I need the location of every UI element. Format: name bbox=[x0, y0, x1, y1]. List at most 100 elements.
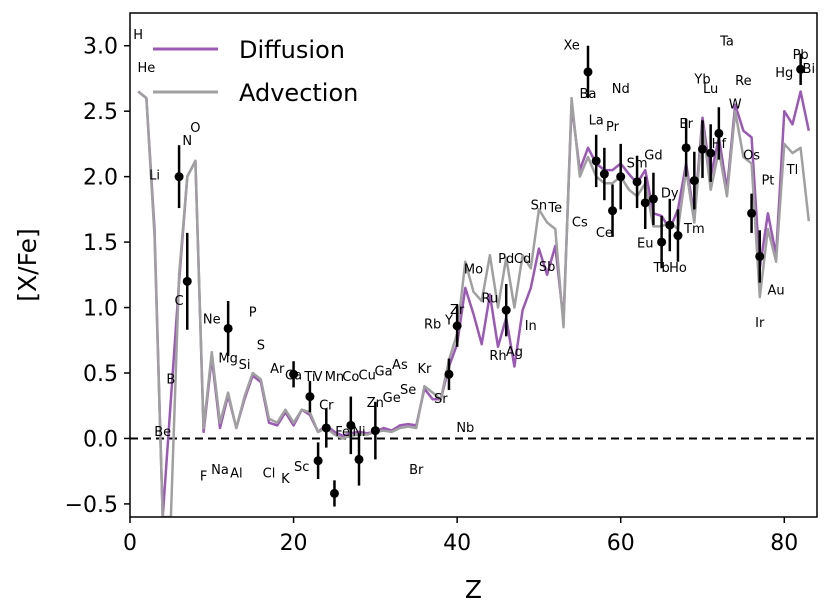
observation-point bbox=[698, 144, 707, 154]
y-tick-label: 2.5 bbox=[83, 100, 118, 125]
element-label-se: Se bbox=[400, 383, 416, 398]
observation-point bbox=[370, 426, 380, 436]
element-label-co: Co bbox=[342, 370, 359, 385]
element-label-re: Re bbox=[735, 74, 751, 89]
element-label-mo: Mo bbox=[464, 263, 483, 278]
observation-point bbox=[583, 67, 593, 77]
x-tick-label: 80 bbox=[770, 531, 798, 556]
element-label-pt: Pt bbox=[761, 173, 774, 188]
legend: Diffusion Advection bbox=[153, 36, 358, 107]
plot-frame bbox=[129, 12, 818, 518]
element-label-eu: Eu bbox=[637, 236, 653, 251]
observation-point bbox=[796, 64, 806, 74]
series-line-advection bbox=[137, 90, 811, 517]
element-label-nb: Nb bbox=[456, 421, 474, 436]
element-label-cl: Cl bbox=[263, 467, 276, 482]
element-label-na: Na bbox=[211, 463, 229, 478]
y-tick-label: 2.0 bbox=[83, 166, 118, 191]
observation-point bbox=[182, 276, 192, 286]
element-label-in: In bbox=[525, 319, 537, 334]
element-label-ti: Ti bbox=[303, 370, 315, 385]
x-tick-label: 60 bbox=[607, 531, 635, 556]
x-tick-label: 20 bbox=[280, 531, 308, 556]
element-label-ru: Ru bbox=[482, 291, 499, 306]
element-label-cu: Cu bbox=[359, 369, 376, 384]
y-tick-label: 0.5 bbox=[83, 362, 118, 387]
element-label-xe: Xe bbox=[563, 39, 579, 54]
x-tick-label: 40 bbox=[443, 531, 471, 556]
observation-point bbox=[657, 237, 667, 247]
observation-point bbox=[689, 176, 699, 186]
element-label-al: Al bbox=[230, 467, 243, 482]
element-label-b: B bbox=[166, 372, 175, 387]
element-label-sn: Sn bbox=[531, 198, 548, 213]
element-label-mn: Mn bbox=[325, 370, 344, 385]
element-label-cd: Cd bbox=[514, 252, 531, 267]
element-label-ar: Ar bbox=[270, 362, 285, 377]
element-label-bi: Bi bbox=[803, 62, 816, 77]
legend-label-diffusion: Diffusion bbox=[239, 36, 345, 64]
element-label-k: K bbox=[281, 472, 290, 487]
element-label-sr: Sr bbox=[434, 392, 448, 407]
y-tick-label: 0.0 bbox=[83, 427, 118, 452]
observation-point bbox=[501, 305, 511, 315]
element-label-h: H bbox=[133, 28, 143, 43]
element-label-w: W bbox=[729, 98, 742, 113]
observation-point bbox=[591, 156, 601, 166]
element-label-ce: Ce bbox=[596, 226, 613, 241]
element-label-ge: Ge bbox=[383, 391, 401, 406]
element-label-nd: Nd bbox=[612, 82, 630, 97]
element-label-pd: Pd bbox=[498, 252, 514, 267]
element-label-cr: Cr bbox=[319, 399, 334, 414]
element-label-y: Y bbox=[444, 314, 453, 329]
y-axis-label: [X/Fe] bbox=[13, 228, 42, 301]
observation-point bbox=[313, 456, 323, 466]
observation-point bbox=[608, 206, 618, 216]
legend-label-advection: Advection bbox=[239, 79, 358, 107]
observation-point bbox=[747, 208, 757, 218]
observation-point bbox=[706, 148, 716, 158]
element-label-sc: Sc bbox=[294, 460, 309, 475]
element-label-c: C bbox=[175, 294, 184, 309]
element-label-hg: Hg bbox=[775, 66, 793, 81]
element-label-br: Br bbox=[409, 463, 424, 478]
element-label-fe: Fe bbox=[335, 425, 350, 440]
element-label-au: Au bbox=[768, 283, 785, 298]
observation-point bbox=[648, 194, 658, 204]
y-tick-label: −0.5 bbox=[65, 493, 118, 518]
element-label-rb: Rb bbox=[424, 317, 441, 332]
element-label-rh: Rh bbox=[489, 349, 506, 364]
element-label-gd: Gd bbox=[644, 149, 662, 164]
element-label-dy: Dy bbox=[661, 187, 679, 202]
observation-point bbox=[616, 172, 626, 182]
observation-point bbox=[346, 420, 356, 430]
x-tick-label: 0 bbox=[123, 531, 137, 556]
element-label-ne: Ne bbox=[203, 312, 221, 327]
element-label-cs: Cs bbox=[572, 215, 588, 230]
element-label-lu: Lu bbox=[703, 82, 718, 97]
observation-point bbox=[321, 423, 331, 433]
element-label-pr: Pr bbox=[606, 120, 620, 135]
y-tick-label: 3.0 bbox=[83, 35, 118, 60]
element-label-v: V bbox=[314, 370, 323, 385]
element-label-ho: Ho bbox=[669, 261, 687, 276]
observation-point bbox=[452, 321, 462, 331]
element-label-p: P bbox=[249, 306, 257, 321]
observation-point bbox=[673, 231, 683, 241]
element-label-tl: Tl bbox=[786, 163, 799, 178]
element-label-n: N bbox=[182, 134, 192, 149]
element-label-sb: Sb bbox=[539, 260, 556, 275]
element-label-tm: Tm bbox=[683, 222, 705, 237]
element-label-f: F bbox=[200, 469, 207, 484]
observation-point bbox=[354, 454, 364, 464]
element-label-ta: Ta bbox=[719, 35, 734, 50]
observation-point bbox=[755, 251, 765, 261]
element-label-as: As bbox=[392, 358, 408, 373]
observation-point bbox=[289, 369, 299, 379]
observation-point bbox=[223, 323, 233, 333]
element-label-he: He bbox=[137, 61, 155, 76]
element-label-te: Te bbox=[547, 201, 562, 216]
element-label-ag: Ag bbox=[506, 345, 523, 360]
observation-point bbox=[599, 169, 609, 179]
